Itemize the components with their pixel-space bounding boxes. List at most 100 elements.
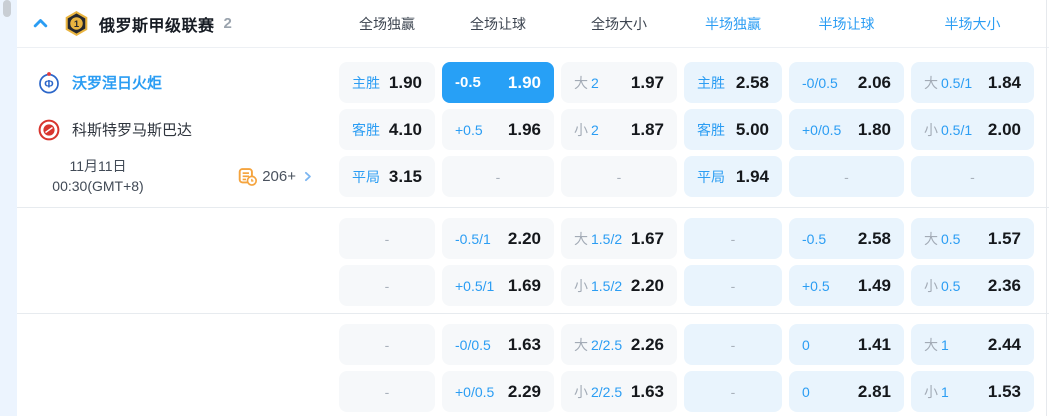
line-value: 2/2.5 bbox=[591, 336, 623, 353]
odds-cell-ht-handicap-away-alt[interactable]: +0.5 1.49 bbox=[789, 265, 904, 306]
odds-value: 1.67 bbox=[630, 228, 664, 248]
odds-label: -0.5 bbox=[455, 74, 481, 91]
odds-value: 1.49 bbox=[857, 275, 891, 295]
chevron-up-icon bbox=[33, 19, 47, 28]
odds-label: +0/0.5 bbox=[455, 383, 495, 400]
odds-cell-ht-away-win[interactable]: 客胜 5.00 bbox=[684, 109, 782, 150]
odds-cell-ht-under[interactable]: 小 0.5/1 2.00 bbox=[911, 109, 1034, 150]
odds-cell-empty: - bbox=[339, 218, 435, 259]
odds-cell-empty: - bbox=[442, 156, 554, 197]
match-date: 11月11日 bbox=[69, 157, 127, 174]
under-label: 小 bbox=[924, 121, 938, 138]
odds-cell-ht-home-win[interactable]: 主胜 2.58 bbox=[684, 62, 782, 103]
spacer bbox=[17, 265, 332, 306]
odds-cell-ft-handicap-away-alt[interactable]: +0.5/1 1.69 bbox=[442, 265, 554, 306]
odds-value: 1.90 bbox=[507, 72, 541, 92]
odds-cell-ft-draw[interactable]: 平局 3.15 bbox=[339, 156, 435, 197]
odds-cell-ft-handicap-away-alt2[interactable]: +0/0.5 2.29 bbox=[442, 371, 554, 412]
column-header-ft-overunder: 全场大小 bbox=[591, 15, 647, 32]
league-match-count: 2 bbox=[223, 15, 232, 32]
odds-cell-ft-under-alt2[interactable]: 小 2/2.5 1.63 bbox=[561, 371, 677, 412]
odds-label: +0.5/1 bbox=[455, 277, 495, 294]
odds-label: +0.5 bbox=[455, 121, 483, 138]
odds-cell-ft-away-win[interactable]: 客胜 4.10 bbox=[339, 109, 435, 150]
odds-cell-ft-handicap-home-alt[interactable]: -0.5/1 2.20 bbox=[442, 218, 554, 259]
under-label: 小 bbox=[924, 277, 938, 294]
line-value: 1 bbox=[941, 383, 949, 400]
odds-value: 1.57 bbox=[987, 228, 1021, 248]
odds-value: 3.15 bbox=[388, 166, 422, 186]
away-team-row[interactable]: 科斯特罗马斯巴达 bbox=[17, 109, 332, 150]
odds-cell-ht-draw[interactable]: 平局 1.94 bbox=[684, 156, 782, 197]
under-label: 小 bbox=[574, 121, 588, 138]
odds-cell-ft-handicap-away[interactable]: +0.5 1.96 bbox=[442, 109, 554, 150]
odds-cell-empty: - bbox=[339, 371, 435, 412]
home-team-row[interactable]: Ф 沃罗涅日火炬 bbox=[17, 62, 332, 103]
column-header-ht-handicap: 半场让球 bbox=[818, 15, 875, 32]
under-label: 小 bbox=[574, 383, 588, 400]
over-label: 大 bbox=[574, 74, 588, 91]
odds-cell-ht-over-alt[interactable]: 大 0.5 1.57 bbox=[911, 218, 1034, 259]
over-label: 大 bbox=[924, 336, 938, 353]
column-header-ft-1x2: 全场独赢 bbox=[359, 15, 415, 32]
odds-cell-ft-home-win[interactable]: 主胜 1.90 bbox=[339, 62, 435, 103]
odds-cell-ht-under-alt[interactable]: 小 0.5 2.36 bbox=[911, 265, 1034, 306]
odds-label: -0/0.5 bbox=[802, 74, 838, 91]
odds-cell-empty: - bbox=[561, 156, 677, 197]
odds-cell-ft-over-alt2[interactable]: 大 2/2.5 2.26 bbox=[561, 324, 677, 365]
line-value: 0.5/1 bbox=[941, 121, 973, 138]
odds-cell-ht-handicap-home-alt2[interactable]: 0 1.41 bbox=[789, 324, 904, 365]
scrollbar-thumb[interactable] bbox=[3, 0, 11, 17]
odds-cell-empty: - bbox=[339, 324, 435, 365]
odds-label: +0/0.5 bbox=[802, 121, 842, 138]
collapse-button[interactable] bbox=[29, 13, 51, 35]
odds-label: 平局 bbox=[697, 168, 725, 185]
odds-cell-empty: - bbox=[911, 156, 1034, 197]
line-value: 1.5/2 bbox=[591, 230, 623, 247]
odds-value: 1.96 bbox=[507, 119, 541, 139]
line-value: 1 bbox=[941, 336, 949, 353]
odds-value: 2.29 bbox=[507, 381, 541, 401]
odds-cell-ft-over-alt[interactable]: 大 1.5/2 1.67 bbox=[561, 218, 677, 259]
odds-label: -0.5 bbox=[802, 230, 827, 247]
odds-cell-ht-handicap-away[interactable]: +0/0.5 1.80 bbox=[789, 109, 904, 150]
odds-value: 1.53 bbox=[987, 381, 1021, 401]
odds-value: 1.80 bbox=[857, 119, 891, 139]
over-label: 大 bbox=[924, 230, 938, 247]
odds-cell-ht-handicap-home-alt[interactable]: -0.5 2.58 bbox=[789, 218, 904, 259]
odds-value: 1.97 bbox=[630, 72, 664, 92]
odds-value: 2.58 bbox=[857, 228, 891, 248]
odds-label: 客胜 bbox=[697, 121, 725, 138]
column-header-ft-handicap: 全场让球 bbox=[470, 15, 526, 32]
odds-value: 1.41 bbox=[857, 334, 891, 354]
odds-value: 1.63 bbox=[507, 334, 541, 354]
odds-cell-ht-handicap-home[interactable]: -0/0.5 2.06 bbox=[789, 62, 904, 103]
away-team-logo bbox=[38, 119, 60, 140]
odds-cell-ft-handicap-home-selected[interactable]: -0.5 1.90 bbox=[442, 62, 554, 103]
odds-cell-empty: - bbox=[684, 371, 782, 412]
more-markets-link[interactable]: 206+ bbox=[238, 167, 314, 186]
more-markets-count: 206+ bbox=[262, 168, 296, 185]
odds-value: 1.90 bbox=[388, 72, 422, 92]
odds-label: 客胜 bbox=[352, 121, 380, 138]
odds-cell-ft-handicap-home-alt2[interactable]: -0/0.5 1.63 bbox=[442, 324, 554, 365]
odds-value: 1.84 bbox=[987, 72, 1021, 92]
line-value: 0.5/1 bbox=[941, 74, 973, 91]
match-datetime: 11月11日 00:30(GMT+8) bbox=[25, 157, 171, 197]
odds-cell-ht-over[interactable]: 大 0.5/1 1.84 bbox=[911, 62, 1034, 103]
column-header-ht-overunder: 半场大小 bbox=[944, 15, 1001, 32]
over-label: 大 bbox=[924, 74, 938, 91]
right-scrollbar-track bbox=[1046, 0, 1047, 416]
odds-cell-empty: - bbox=[789, 156, 904, 197]
spacer bbox=[17, 371, 332, 412]
odds-cell-ft-under-alt[interactable]: 小 1.5/2 2.20 bbox=[561, 265, 677, 306]
odds-cell-ht-handicap-away-alt2[interactable]: 0 2.81 bbox=[789, 371, 904, 412]
